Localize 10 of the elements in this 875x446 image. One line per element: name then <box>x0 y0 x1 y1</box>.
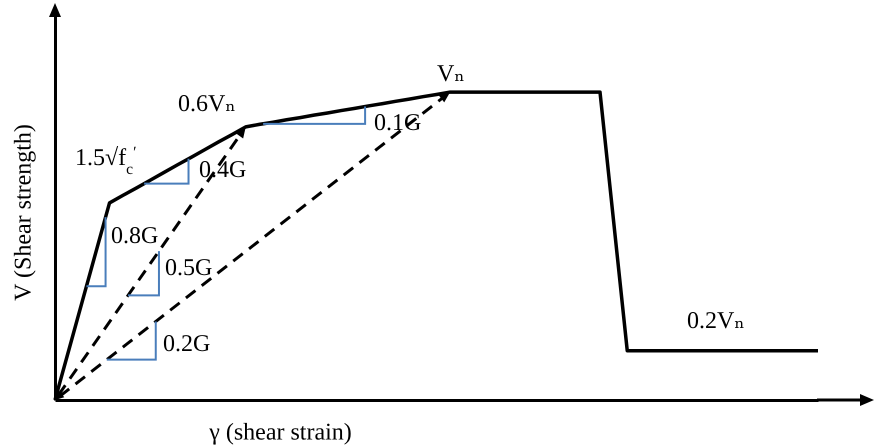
annotation: 0.6Vₙ <box>178 90 236 117</box>
annotation: 0.8G <box>111 222 158 249</box>
annotation: 0.5G <box>165 254 212 281</box>
annotation: 0.2Vₙ <box>687 308 745 334</box>
x-axis-title: γ (shear strain) <box>208 420 352 446</box>
annotation: 0.2G <box>163 330 210 357</box>
annotation: 0.4G <box>199 156 246 183</box>
annotation: 0.1G <box>374 110 422 136</box>
text: Vₙ <box>437 60 465 87</box>
y-axis-title: V (Shear strength) <box>10 124 36 301</box>
